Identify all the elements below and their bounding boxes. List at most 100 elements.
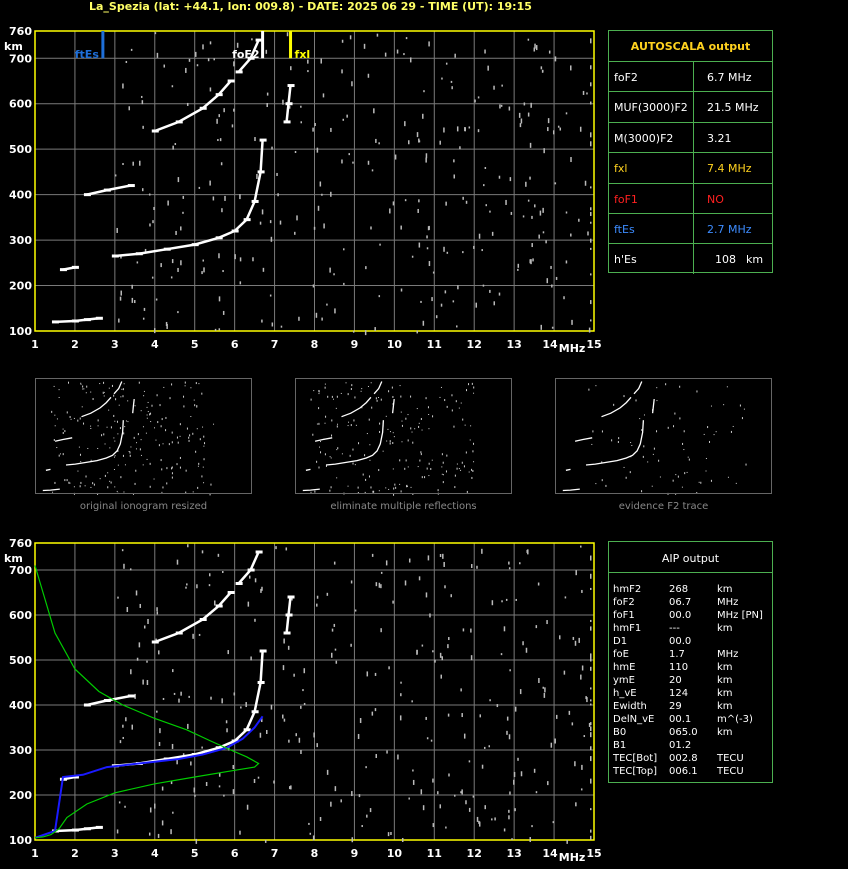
thumb-noise	[420, 453, 422, 456]
noise-dot	[542, 686, 545, 689]
noise-dot	[452, 300, 455, 303]
thumb-noise	[99, 383, 101, 385]
thumb-noise	[129, 451, 131, 454]
noise-dot	[533, 768, 536, 773]
thumb-noise	[54, 481, 56, 484]
noise-dot	[487, 65, 489, 71]
noise-dot	[464, 127, 466, 132]
thumb-noise	[146, 417, 148, 419]
thumb-noise	[424, 476, 426, 479]
thumb-noise	[378, 490, 380, 492]
noise-dot	[390, 831, 392, 835]
noise-dot	[195, 838, 198, 844]
thumb-noise	[103, 391, 105, 393]
noise-dot	[570, 157, 572, 163]
noise-dot	[365, 766, 367, 769]
x-tick-label: 8	[311, 338, 319, 351]
thumb-noise	[601, 430, 603, 433]
thumb-noise	[201, 475, 203, 478]
y-tick-label: 500	[9, 654, 32, 667]
noise-dot	[256, 173, 258, 179]
thumb-noise	[735, 482, 737, 484]
noise-dot	[574, 640, 577, 646]
aip-row: B0 065.0 km	[613, 727, 771, 740]
noise-dot	[571, 319, 573, 325]
thumb-noise	[414, 428, 416, 430]
noise-dot	[462, 628, 465, 632]
noise-dot	[590, 687, 592, 690]
noise-dot	[329, 267, 331, 273]
noise-dot	[172, 811, 174, 814]
noise-dot	[530, 102, 532, 108]
aip-label: B1	[613, 740, 627, 751]
noise-dot	[434, 659, 436, 663]
noise-dot	[309, 832, 312, 835]
noise-dot	[529, 837, 531, 843]
thumb-noise	[198, 462, 200, 465]
thumb-noise	[686, 471, 688, 473]
noise-dot	[276, 172, 278, 176]
noise-dot	[166, 323, 168, 329]
thumb-noise	[102, 391, 104, 393]
thumb-noise	[113, 437, 115, 439]
autoscala-row: fxl 7.4 MHz	[609, 152, 772, 184]
thumb-noise	[210, 483, 212, 486]
noise-dot	[374, 672, 377, 676]
noise-dot	[133, 300, 136, 304]
noise-dot	[349, 35, 352, 40]
echo-trace	[62, 266, 76, 271]
aip-label: ymE	[613, 675, 635, 686]
thumb-noise	[160, 459, 162, 462]
thumb-noise	[595, 483, 597, 485]
thumb-noise	[455, 400, 457, 403]
thumb-noise	[142, 426, 144, 428]
noise-dot	[283, 638, 285, 644]
noise-dot	[351, 837, 354, 843]
noise-dot	[477, 129, 480, 133]
thumb-noise	[203, 445, 205, 447]
caption-evidence: evidence F2 trace	[618, 501, 709, 512]
aip-row: hmF1 --- km	[613, 623, 771, 636]
thumb-noise	[162, 486, 164, 489]
thumb-noise	[588, 388, 590, 391]
noise-dot	[590, 830, 592, 833]
noise-dot	[359, 718, 362, 724]
thumb-noise	[672, 479, 674, 482]
thumb-noise	[156, 394, 158, 397]
noise-dot	[456, 126, 459, 132]
thumb-noise	[123, 383, 125, 385]
noise-dot	[447, 713, 450, 717]
thumb-noise	[329, 489, 331, 492]
thumb-noise	[108, 387, 110, 389]
noise-dot	[565, 211, 568, 214]
noise-dot	[177, 177, 180, 183]
noise-dot	[551, 284, 553, 288]
thumb-noise	[647, 461, 649, 463]
thumb-noise	[327, 395, 329, 398]
thumb-noise	[378, 396, 380, 398]
thumb-noise	[192, 491, 194, 493]
thumb-noise	[444, 399, 446, 402]
noise-dot	[312, 284, 315, 288]
thumb-noise	[675, 474, 677, 476]
noise-dot	[335, 660, 338, 664]
thumb-noise	[461, 461, 463, 464]
noise-dot	[173, 692, 176, 695]
noise-dot	[119, 740, 122, 744]
thumb-noise	[441, 466, 443, 468]
noise-dot	[351, 81, 353, 87]
aip-value: 01.2	[669, 740, 692, 751]
noise-dot	[259, 732, 262, 738]
thumb-noise	[58, 389, 60, 391]
noise-dot	[443, 561, 445, 567]
thumb-noise	[85, 475, 87, 478]
noise-dot	[265, 49, 268, 54]
noise-dot	[129, 568, 132, 571]
x-tick-label: 11	[427, 847, 442, 860]
thumb-noise	[428, 475, 430, 477]
noise-dot	[352, 330, 355, 333]
thumb-noise	[385, 487, 387, 489]
noise-dot	[477, 96, 480, 99]
thumb-noise	[623, 395, 625, 398]
noise-dot	[412, 769, 414, 772]
